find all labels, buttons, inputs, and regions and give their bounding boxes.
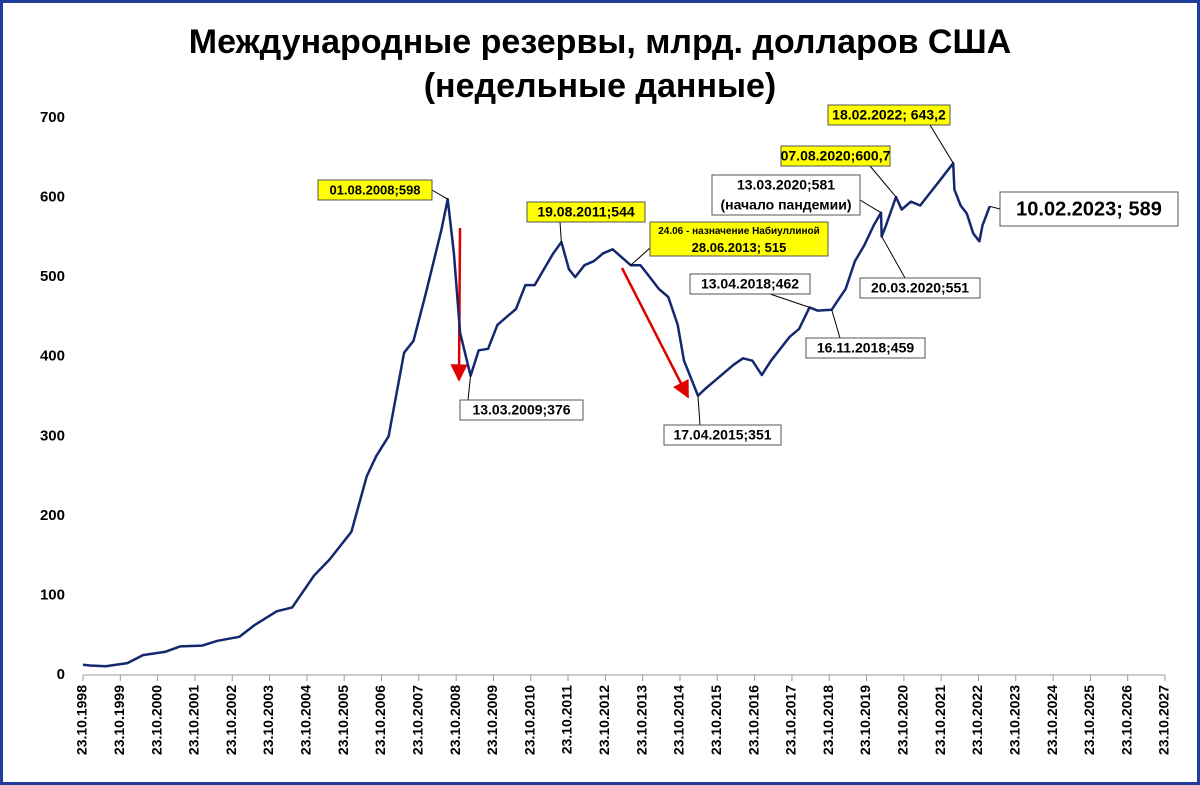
- leader: [559, 221, 562, 243]
- callout-text: 13.04.2018;462: [701, 276, 799, 292]
- x-tick-label: 23.10.2017: [783, 685, 799, 755]
- x-tick-label: 23.10.2004: [298, 685, 314, 755]
- x-tick-label: 23.10.2006: [372, 685, 388, 755]
- leader: [630, 247, 651, 266]
- callout-box: [663, 424, 782, 446]
- x-tick-label: 23.10.2021: [932, 685, 948, 755]
- callout-text: 01.08.2008;598: [329, 182, 420, 197]
- x-tick-label: 23.10.2024: [1044, 685, 1060, 755]
- x-tick-label: 23.10.2013: [633, 685, 649, 755]
- x-tick-label: 23.10.2027: [1156, 685, 1172, 755]
- x-tick-label: 23.10.2015: [708, 685, 724, 755]
- leader: [431, 189, 448, 200]
- chart-title: (недельные данные): [424, 67, 777, 105]
- x-tick-label: 23.10.2000: [148, 685, 164, 755]
- y-tick-label: 700: [40, 109, 65, 126]
- leader: [869, 165, 897, 198]
- callout-box: [999, 191, 1179, 227]
- leader: [769, 293, 810, 308]
- callout-box: [689, 273, 811, 295]
- y-tick-label: 100: [40, 586, 65, 603]
- x-tick-label: 23.10.2002: [223, 685, 239, 755]
- x-tick-label: 23.10.2019: [857, 685, 873, 755]
- leader: [697, 395, 701, 426]
- x-tick-label: 23.10.2018: [820, 685, 836, 755]
- y-tick-label: 500: [40, 268, 65, 285]
- leader: [467, 375, 472, 401]
- callout-box: [317, 179, 433, 201]
- callout-box: [526, 201, 646, 223]
- arrow: [450, 227, 468, 382]
- callout-text: 07.08.2020;600,7: [781, 148, 891, 164]
- x-tick-label: 23.10.2014: [671, 685, 687, 755]
- x-tick-label: 23.10.2003: [260, 685, 276, 755]
- callout-text: 17.04.2015;351: [673, 427, 771, 443]
- callout-box: [711, 174, 861, 216]
- x-tick-label: 23.10.2001: [186, 685, 202, 755]
- callout-text: 18.02.2022; 643,2: [832, 107, 946, 123]
- x-tick-label: 23.10.2007: [409, 685, 425, 755]
- leader: [859, 199, 882, 214]
- y-tick-label: 400: [40, 348, 65, 365]
- x-tick-label: 23.10.2025: [1081, 685, 1097, 755]
- callout-text: 19.08.2011;544: [537, 204, 635, 220]
- leader: [881, 236, 906, 279]
- callout-box: [459, 399, 584, 421]
- x-tick-label: 23.10.2023: [1006, 685, 1022, 755]
- x-tick-label: 23.10.2009: [484, 685, 500, 755]
- callout-box: [805, 337, 926, 359]
- x-tick-label: 23.10.2026: [1118, 685, 1134, 755]
- leader: [989, 205, 1001, 210]
- callout-text: 24.06 - назначение Набиуллиной: [658, 225, 820, 237]
- arrow: [620, 267, 690, 399]
- x-tick-label: 23.10.1998: [74, 685, 90, 755]
- x-tick-label: 23.10.2022: [969, 685, 985, 755]
- x-tick-label: 23.10.2011: [559, 685, 575, 755]
- y-tick-label: 200: [40, 507, 65, 524]
- x-tick-label: 23.10.2016: [745, 685, 761, 755]
- callout-text: 28.06.2013; 515: [692, 240, 787, 255]
- y-tick-label: 300: [40, 427, 65, 444]
- callout-text: 13.03.2009;376: [472, 402, 570, 418]
- callout-text: 20.03.2020;551: [871, 280, 969, 296]
- x-tick-label: 23.10.1999: [111, 685, 127, 755]
- x-tick-label: 23.10.2020: [895, 685, 911, 755]
- x-tick-label: 23.10.2012: [596, 685, 612, 755]
- callout-text: 13.03.2020;581: [737, 177, 835, 193]
- x-tick-label: 23.10.2010: [521, 685, 537, 755]
- callout-text: 16.11.2018;459: [817, 340, 915, 356]
- callout-text: 10.02.2023; 589: [1016, 198, 1162, 220]
- chart-title: Международные резервы, млрд. долларов СШ…: [189, 23, 1011, 61]
- line: [82, 161, 991, 668]
- y-tick-label: 600: [40, 189, 65, 206]
- x-tick-label: 23.10.2005: [335, 685, 351, 755]
- callout-text: (начало пандемии): [720, 197, 851, 213]
- callout-box: [649, 221, 829, 257]
- callout-box: [859, 277, 981, 299]
- y-tick-label: 0: [57, 666, 65, 683]
- callout-box: [827, 104, 951, 126]
- leader: [929, 124, 954, 164]
- x-tick-label: 23.10.2008: [447, 685, 463, 755]
- leader: [831, 309, 841, 339]
- callout-box: [780, 145, 891, 167]
